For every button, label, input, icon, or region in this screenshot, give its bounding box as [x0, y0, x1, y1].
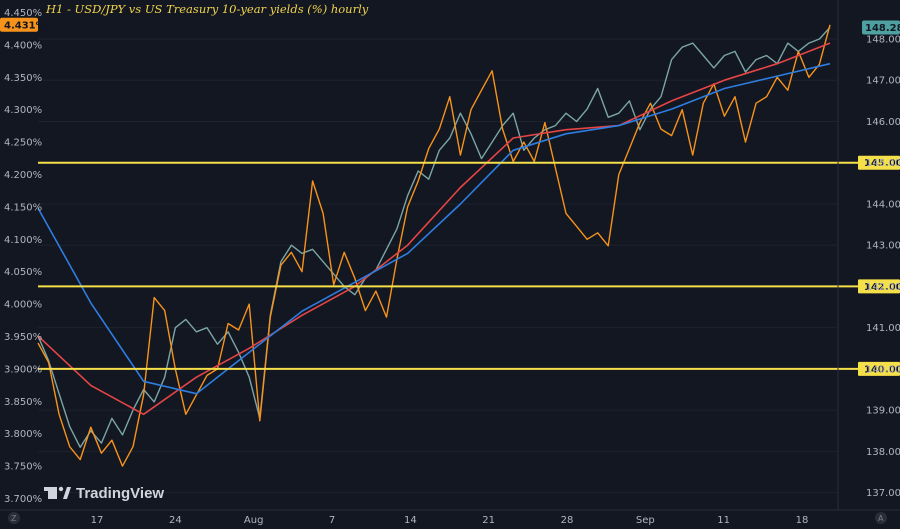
left-tick-label: 3.950%	[4, 332, 42, 343]
right-tick-label: 143.000	[866, 241, 900, 252]
time-tick-label: 28	[561, 515, 574, 526]
tradingview-wordmark: TradingView	[76, 485, 164, 502]
time-tick-label: Aug	[244, 515, 264, 526]
left-tick-label: 4.200%	[4, 170, 42, 181]
left-tick-label: 3.800%	[4, 429, 42, 440]
level-label: 145.000	[864, 158, 900, 169]
tradingview-watermark: TradingView	[44, 485, 164, 502]
right-tick-label: 146.000	[866, 117, 900, 128]
left-tick-label: 4.050%	[4, 267, 42, 278]
right-current-badge: 148.281	[862, 20, 900, 35]
time-tick-label: 11	[717, 515, 730, 526]
right-tick-label: 142.000	[866, 282, 900, 293]
left-tick-label: 4.000%	[4, 300, 42, 311]
left-tick-label: 3.850%	[4, 397, 42, 408]
series-line-2	[37, 42, 831, 416]
right-axis: 137.000 138.000 139.000 140.000 141.000 142.0…	[866, 34, 900, 499]
right-current-value: 148.281	[865, 23, 900, 34]
level-badge	[858, 155, 900, 170]
level-badge	[858, 279, 900, 294]
svg-text:A: A	[878, 514, 884, 523]
left-tick-label: 3.750%	[4, 462, 42, 473]
right-tick-label: 137.000	[866, 488, 900, 499]
right-tick-label: 144.000	[866, 199, 900, 210]
left-tick-label: 4.400%	[4, 40, 42, 51]
left-axis: 3.700% 3.750% 3.800% 3.850% 3.900% 3.950% 4.00…	[4, 8, 42, 505]
time-tick-label: 21	[482, 515, 495, 526]
left-current-value: 4.431%	[4, 20, 46, 31]
chart-title: H1 - USD/JPY vs US Treasury 10-year yiel…	[45, 2, 369, 16]
right-tick-label: 147.000	[866, 76, 900, 87]
zoom-corner-icon[interactable]: Z	[8, 512, 20, 524]
right-tick-label: 140.000	[866, 364, 900, 375]
left-tick-label: 3.700%	[4, 494, 42, 505]
time-tick-label: 17	[91, 515, 104, 526]
right-tick-label: 138.000	[866, 447, 900, 458]
left-tick-label: 4.300%	[4, 105, 42, 116]
time-tick-label: 7	[329, 515, 335, 526]
series-group	[37, 24, 831, 467]
level-badge	[858, 361, 900, 376]
time-tick-label: Sep	[636, 515, 655, 526]
left-tick-label: 4.350%	[4, 73, 42, 84]
series-line-0	[37, 26, 831, 448]
left-tick-label: 3.900%	[4, 364, 42, 375]
right-tick-label: 141.000	[866, 323, 900, 334]
right-tick-label: 145.000	[866, 158, 900, 169]
time-tick-label: 18	[796, 515, 809, 526]
right-tick-label: 139.000	[866, 406, 900, 417]
left-current-badge: 4.431%	[0, 17, 46, 32]
left-tick-label: 4.100%	[4, 235, 42, 246]
time-axis: 17 24 Aug 7 14 21 28 Sep 11 18	[91, 515, 809, 526]
right-tick-label: 148.000	[866, 34, 900, 45]
left-tick-label: 4.150%	[4, 202, 42, 213]
time-tick-label: 24	[169, 515, 182, 526]
auto-scale-icon[interactable]: A	[875, 512, 887, 524]
time-tick-label: 14	[404, 515, 417, 526]
horizontal-levels[interactable]: 145.000 142.000 140.000	[38, 155, 900, 376]
level-label: 142.000	[864, 282, 900, 293]
series-line-3	[37, 62, 831, 395]
svg-text:Z: Z	[11, 514, 17, 523]
series-line-1	[37, 24, 831, 467]
left-tick-label: 4.250%	[4, 138, 42, 149]
level-label: 140.000	[864, 364, 900, 375]
tradingview-logo-icon	[44, 486, 71, 499]
left-tick-label: 4.450%	[4, 8, 42, 19]
